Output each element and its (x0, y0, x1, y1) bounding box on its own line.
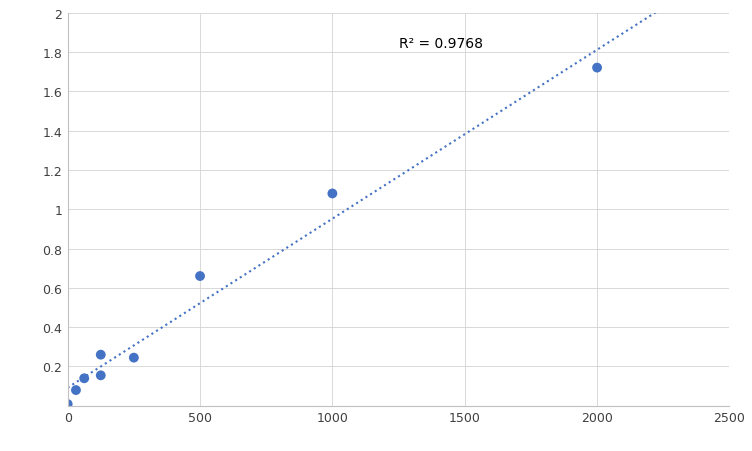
Point (70, 387, 82, 394)
Text: R² = 0.9768: R² = 0.9768 (399, 37, 483, 51)
Point (194, 273, 206, 280)
Point (62, 400, 74, 408)
Point (591, 65, 603, 72)
Point (128, 354, 140, 361)
Point (95, 351, 107, 359)
Point (78, 375, 90, 382)
Point (326, 190, 338, 198)
Point (95, 372, 107, 379)
